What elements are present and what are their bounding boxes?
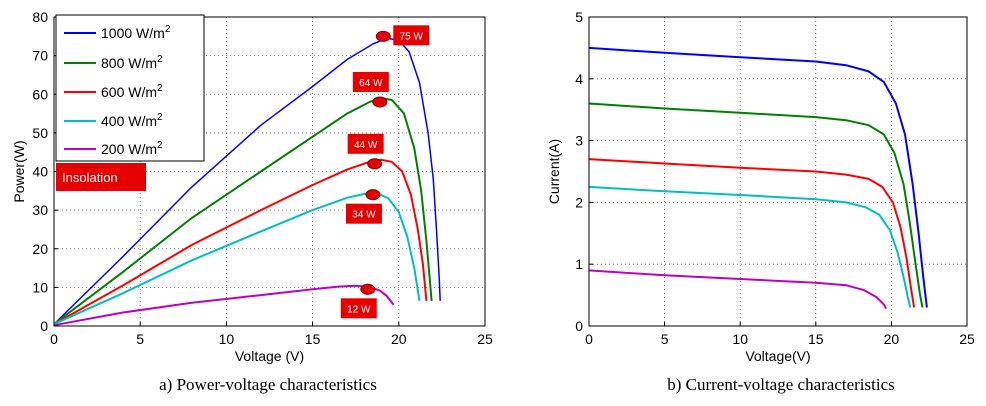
chart-a-x-tick-label: 25 [477, 331, 493, 347]
max-power-label: 44 W [354, 140, 378, 151]
chart-b-y-tick-label: 1 [575, 256, 583, 272]
max-power-label: 64 W [359, 78, 383, 89]
chart-a-x-tick-label: 10 [219, 331, 235, 347]
max-power-point-marker [375, 30, 391, 42]
legend-box [55, 14, 205, 162]
chart-a-series-line [53, 192, 421, 326]
chart-a-x-tick-label: 5 [136, 331, 144, 347]
max-power-point-marker [372, 96, 388, 108]
chart-a-x-tick-label: 20 [391, 331, 407, 347]
chart-a-x-tick-label: 0 [50, 331, 58, 347]
chart-b-series-line [588, 158, 916, 308]
legend-entry-1000: 1000 W/m2 [101, 24, 171, 41]
chart-b-y-tick-label: 3 [575, 133, 583, 149]
chart-b-x-tick-label: 10 [732, 331, 748, 347]
chart-a-y-tick-label: 70 [32, 48, 48, 64]
chart-a-y-tick-label: 0 [40, 318, 48, 334]
max-power-label-bg [340, 298, 377, 319]
chart-a-y-tick-label: 20 [32, 241, 48, 257]
legend-entry-400: 400 W/m2 [101, 112, 163, 129]
chart-b-x-tick-label: 5 [661, 331, 669, 347]
legend-entry-800: 800 W/m2 [101, 54, 163, 71]
chart-b-series-line [588, 46, 928, 308]
chart-b-series-line [588, 102, 924, 308]
chart-a-y-tick-label: 10 [32, 279, 48, 295]
max-power-label-bg [345, 203, 382, 224]
chart-b-x-tick-label: 20 [884, 331, 900, 347]
max-power-label-bg [347, 133, 384, 154]
chart-b-series-lines [588, 46, 928, 310]
chart-a-y-tick-label: 50 [32, 125, 48, 141]
power-voltage-chart: 75 W 64 W 44 W 34 W 12 W 0 5 10 15 20 25 0 10 20 30 40… [11, 9, 493, 364]
insolation-badge: Insolation [56, 163, 146, 191]
chart-a-x-axis-label: Voltage (V) [235, 348, 304, 364]
max-power-label-bg [352, 71, 389, 92]
chart-a-y-axis-label: Power(W) [11, 140, 27, 202]
chart-b-grid [588, 16, 968, 327]
max-power-point-marker [360, 283, 376, 295]
chart-b-y-tick-label: 2 [575, 194, 583, 210]
caption-current-voltage: b) Current-voltage characteristics [667, 375, 895, 394]
chart-b-y-tick-label: 5 [575, 9, 583, 25]
chart-a-y-tick-label: 80 [32, 9, 48, 25]
max-power-point-marker [365, 189, 381, 201]
caption-power-voltage: a) Power-voltage characteristics [159, 375, 377, 394]
chart-b-y-tick-label: 0 [575, 318, 583, 334]
chart-a-frame [53, 16, 486, 327]
chart-b-x-axis-label: Voltage(V) [745, 348, 810, 364]
chart-a-y-tick-label: 30 [32, 202, 48, 218]
chart-b-y-axis-label: Current(A) [546, 139, 562, 204]
legend-entry-600: 600 W/m2 [101, 83, 163, 100]
chart-b-tick-labels: 0 5 10 15 20 25 0 1 2 3 4 5 [575, 9, 975, 347]
max-power-label: 34 W [352, 210, 376, 221]
chart-a-y-tick-label: 60 [32, 86, 48, 102]
chart-a-series-line [53, 284, 395, 327]
insolation-label: Insolation [62, 170, 118, 185]
chart-b-x-tick-label: 15 [808, 331, 824, 347]
chart-a-x-tick-label: 15 [305, 331, 321, 347]
max-power-label-bg [393, 25, 430, 46]
chart-b-x-tick-label: 25 [959, 331, 975, 347]
chart-b-frame [588, 16, 968, 327]
max-power-point-marker [367, 158, 383, 170]
chart-a-y-tick-label: 40 [32, 164, 48, 180]
chart-b-series-line [588, 269, 887, 310]
chart-a-max-power-markers: 75 W 64 W 44 W 34 W 12 W [340, 25, 430, 319]
legend: 1000 W/m2 800 W/m2 600 W/m2 400 W/m2 200… [55, 14, 205, 162]
chart-a-tick-labels: 0 5 10 15 20 25 0 10 20 30 40 50 60 70 80 [32, 9, 493, 347]
insolation-badge-bg [56, 163, 146, 191]
chart-b-x-tick-label: 0 [585, 331, 593, 347]
max-power-label: 12 W [347, 304, 371, 315]
current-voltage-chart: 0 5 10 15 20 25 0 1 2 3 4 5 Voltage(V) Current(A) [546, 9, 975, 364]
chart-a-series-line [53, 37, 441, 325]
chart-b-y-tick-label: 4 [575, 71, 583, 87]
max-power-label: 75 W [400, 31, 424, 42]
legend-entry-200: 200 W/m2 [101, 140, 163, 157]
chart-b-series-line [588, 185, 912, 308]
